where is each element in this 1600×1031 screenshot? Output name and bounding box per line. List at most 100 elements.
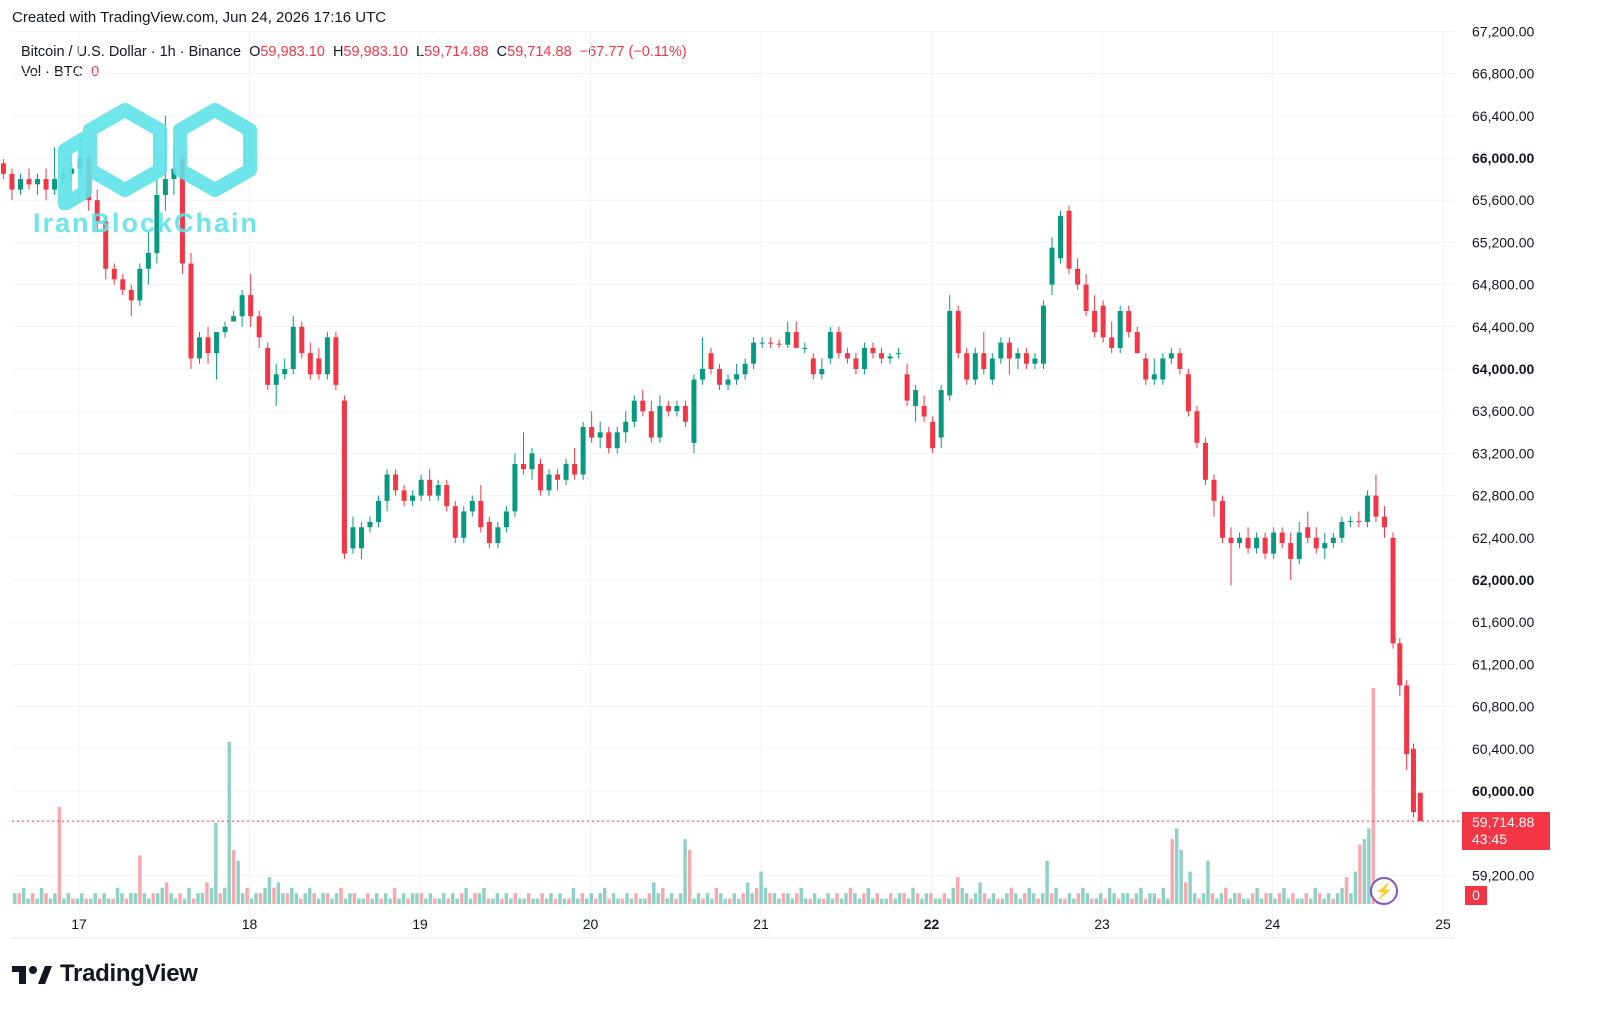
time-axis[interactable]: 17 18 19 20 21 22 23 24 25 bbox=[71, 916, 1451, 932]
volume-bar bbox=[504, 893, 509, 904]
candle-body bbox=[734, 374, 740, 380]
candle-body bbox=[1160, 358, 1166, 380]
candle-body bbox=[1117, 310, 1123, 348]
volume-bar bbox=[258, 893, 263, 904]
volume-bar bbox=[1371, 688, 1376, 904]
candle-body bbox=[614, 432, 620, 449]
time-tick-label: 18 bbox=[242, 916, 258, 932]
tradingview-logo-icon bbox=[12, 966, 52, 984]
volume-bar bbox=[1241, 898, 1246, 904]
volume-bar bbox=[1201, 893, 1206, 904]
volume-bar bbox=[812, 893, 817, 904]
candle-body bbox=[239, 295, 245, 317]
volume-bar bbox=[151, 893, 156, 904]
high-value: 59,983.10 bbox=[343, 44, 408, 60]
candle-body bbox=[350, 527, 356, 549]
candle-body bbox=[819, 369, 825, 375]
candle-body bbox=[1049, 247, 1055, 285]
candle-body bbox=[307, 353, 313, 375]
candle-body bbox=[648, 411, 654, 438]
lightning-button[interactable]: ⚡ bbox=[1370, 877, 1398, 905]
price-tick-label: 60,800.00 bbox=[1472, 699, 1534, 715]
volume-bar bbox=[1152, 893, 1157, 904]
volume-bar bbox=[862, 893, 866, 904]
volume-bar bbox=[906, 898, 911, 904]
chart-legend: Bitcoin / U.S. Dollar · 1h · Binance O59… bbox=[21, 42, 687, 82]
volume-bar bbox=[468, 898, 473, 904]
volume-bar bbox=[585, 898, 589, 904]
volume-bar bbox=[281, 893, 285, 904]
volume-bar bbox=[285, 893, 290, 904]
volume-label[interactable]: Vol · BTC bbox=[21, 64, 84, 80]
volume-bar bbox=[1349, 893, 1353, 904]
volume-bar bbox=[602, 887, 607, 904]
candle-body bbox=[137, 268, 143, 301]
candle-body bbox=[214, 332, 220, 354]
volume-bar bbox=[455, 898, 459, 904]
volume-bar bbox=[911, 887, 915, 904]
candle-body bbox=[461, 511, 467, 538]
candle-body bbox=[128, 289, 134, 301]
time-tick-label: 21 bbox=[753, 916, 769, 932]
volume-bar bbox=[1326, 893, 1331, 904]
volume-bar bbox=[240, 893, 245, 904]
candle-body bbox=[930, 421, 936, 449]
candle-body bbox=[384, 474, 390, 501]
volume-bar bbox=[759, 871, 763, 904]
volume-bar bbox=[1358, 844, 1362, 904]
candle-body bbox=[623, 421, 629, 433]
volume-bar bbox=[871, 898, 875, 904]
candle-body bbox=[1288, 543, 1294, 559]
candle-body bbox=[1322, 543, 1328, 549]
candle-body bbox=[1092, 310, 1098, 333]
candle-body bbox=[222, 326, 228, 333]
grid-lines bbox=[12, 30, 1455, 938]
iranblockchain-watermark bbox=[30, 80, 290, 215]
candle-body bbox=[1083, 284, 1089, 311]
volume-bar bbox=[13, 893, 17, 904]
candle-body bbox=[955, 310, 961, 354]
symbol-title[interactable]: Bitcoin / U.S. Dollar · 1h · Binance bbox=[21, 44, 242, 60]
candle-body bbox=[717, 369, 723, 385]
volume-bar bbox=[115, 887, 120, 904]
candle-body bbox=[1339, 521, 1345, 538]
volume-bar bbox=[374, 893, 379, 904]
volume-bar bbox=[200, 893, 205, 904]
volume-bar bbox=[562, 898, 567, 904]
candle-body bbox=[367, 521, 373, 528]
volume-bar bbox=[1081, 887, 1085, 904]
volume-bar bbox=[736, 898, 741, 904]
volume-bar bbox=[732, 893, 736, 904]
volume-bar bbox=[638, 898, 643, 904]
volume-bar bbox=[392, 887, 397, 904]
volume-bar bbox=[692, 898, 696, 904]
volume-bar bbox=[1031, 893, 1036, 904]
volume-bar bbox=[35, 898, 39, 904]
volume-bar bbox=[1246, 898, 1250, 904]
volume-bar bbox=[1304, 893, 1309, 904]
candle-body bbox=[1109, 337, 1115, 348]
volume-bar bbox=[964, 893, 969, 904]
candle-body bbox=[1202, 442, 1208, 480]
volume-bar bbox=[781, 893, 786, 904]
volume-bar bbox=[1067, 893, 1072, 904]
volume-bar bbox=[866, 887, 871, 904]
volume-bar bbox=[21, 887, 26, 904]
volume-bar bbox=[821, 898, 826, 904]
price-tick-label: 66,800.00 bbox=[1472, 66, 1534, 82]
candle-body bbox=[853, 358, 859, 369]
volume-bar bbox=[401, 893, 406, 904]
volume-bar bbox=[254, 893, 258, 904]
candle-body bbox=[768, 342, 774, 344]
candle-body bbox=[546, 474, 552, 491]
volume-bar bbox=[267, 877, 272, 904]
volume-bar bbox=[1192, 893, 1197, 904]
candle-body bbox=[776, 343, 782, 345]
tradingview-logo[interactable]: TradingView bbox=[12, 960, 198, 988]
volume-bar bbox=[156, 893, 160, 904]
volume-bar bbox=[1250, 893, 1255, 904]
price-axis[interactable]: 67,200.00 66,800.00 66,400.00 66,000.00 65,6… bbox=[1472, 23, 1534, 883]
volume-bar bbox=[857, 898, 862, 904]
candle-body bbox=[981, 353, 987, 369]
